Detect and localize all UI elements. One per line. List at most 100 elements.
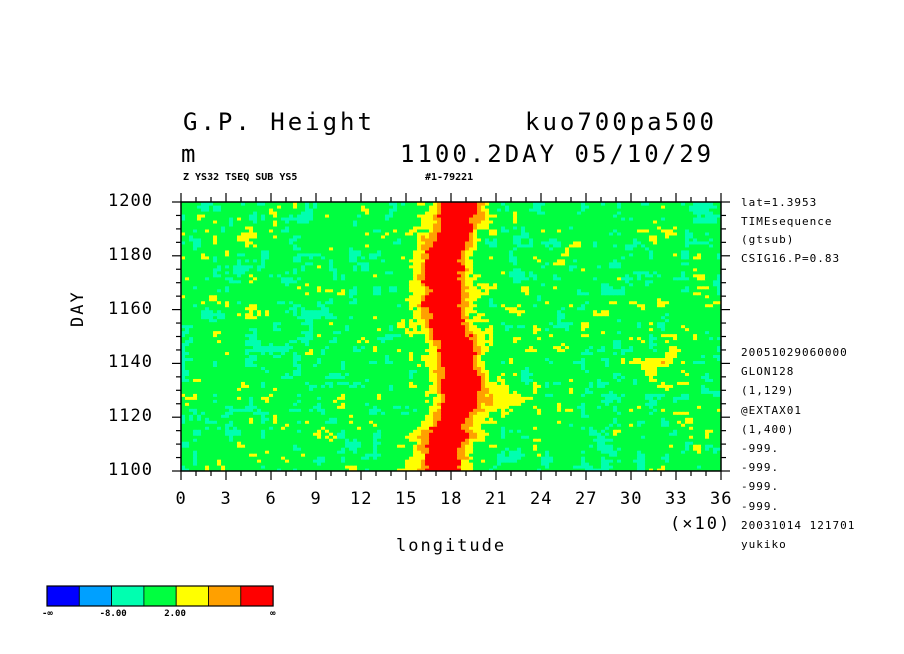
- heatmap-cell: [549, 465, 554, 469]
- heatmap-cell: [309, 417, 314, 421]
- heatmap-cell: [709, 417, 714, 421]
- heatmap-cell: [309, 459, 314, 463]
- heatmap-cell: [641, 399, 646, 403]
- heatmap-cell: [197, 405, 202, 409]
- heatmap-cell: [329, 408, 334, 412]
- heatmap-cell: [673, 417, 678, 421]
- heatmap-cell: [273, 423, 278, 427]
- heatmap-cell: [197, 450, 202, 454]
- heatmap-cell: [593, 438, 598, 442]
- heatmap-cell: [425, 435, 430, 439]
- heatmap-cell: [393, 420, 398, 424]
- heatmap-cell: [505, 465, 510, 469]
- heatmap-cell: [593, 462, 598, 466]
- heatmap-cell: [673, 420, 678, 424]
- heatmap-cell: [713, 405, 718, 409]
- heatmap-cell: [529, 450, 534, 454]
- heatmap-cell: [513, 465, 518, 469]
- heatmap-cell: [617, 414, 622, 418]
- heatmap-cell: [245, 468, 250, 471]
- heatmap-cell: [717, 447, 721, 451]
- heatmap-cell: [357, 468, 362, 471]
- heatmap-cell: [313, 462, 318, 466]
- heatmap-cell: [569, 384, 574, 388]
- heatmap-cell: [337, 396, 342, 400]
- heatmap-cell: [677, 408, 682, 412]
- heatmap-cell: [457, 405, 462, 409]
- heatmap-cell: [517, 414, 522, 418]
- heatmap-cell: [517, 426, 522, 430]
- heatmap-cell: [505, 420, 510, 424]
- heatmap-cell: [201, 453, 206, 457]
- heatmap-cell: [441, 417, 446, 421]
- heatmap-cell: [437, 423, 442, 427]
- heatmap-cell: [213, 459, 218, 463]
- heatmap-cell: [421, 465, 426, 469]
- heatmap-cell: [549, 420, 554, 424]
- heatmap-cell: [329, 384, 334, 388]
- heatmap-cell: [377, 444, 382, 448]
- heatmap-cell: [533, 447, 538, 451]
- heatmap-cell: [629, 396, 634, 400]
- heatmap-cell: [369, 426, 374, 430]
- heatmap-cell: [289, 408, 294, 412]
- heatmap-cell: [617, 462, 622, 466]
- heatmap-cell: [605, 450, 610, 454]
- heatmap-cell: [245, 465, 250, 469]
- heatmap-cell: [429, 432, 434, 436]
- heatmap-cell: [561, 408, 566, 412]
- heatmap-cell: [501, 468, 506, 471]
- heatmap-cell: [381, 453, 386, 457]
- heatmap-cell: [353, 423, 358, 427]
- heatmap-cell: [261, 435, 266, 439]
- heatmap-cell: [377, 456, 382, 460]
- heatmap-cell: [181, 447, 186, 451]
- heatmap-cell: [597, 387, 602, 391]
- heatmap-cell: [233, 399, 238, 403]
- heatmap-cell: [493, 456, 498, 460]
- heatmap-cell: [497, 468, 502, 471]
- heatmap-cell: [365, 465, 370, 469]
- heatmap-cell: [233, 402, 238, 406]
- heatmap-cell: [709, 393, 714, 397]
- heatmap-cell: [401, 429, 406, 433]
- heatmap-cell: [281, 429, 286, 433]
- heatmap-cell: [693, 450, 698, 454]
- heatmap-cell: [305, 393, 310, 397]
- heatmap-cell: [445, 417, 450, 421]
- heatmap-cell: [333, 414, 338, 418]
- heatmap-cell: [341, 384, 346, 388]
- heatmap-cell: [445, 426, 450, 430]
- heatmap-cell: [489, 384, 494, 388]
- heatmap-cell: [369, 387, 374, 391]
- heatmap-cell: [181, 444, 186, 448]
- heatmap-cell: [481, 462, 486, 466]
- heatmap-cell: [681, 468, 686, 471]
- heatmap-cell: [485, 450, 490, 454]
- heatmap-cell: [205, 450, 210, 454]
- heatmap-cell: [537, 429, 542, 433]
- heatmap-cell: [481, 393, 486, 397]
- heatmap-cell: [289, 438, 294, 442]
- heatmap-cell: [273, 390, 278, 394]
- heatmap-cell: [505, 426, 510, 430]
- heatmap-cell: [185, 393, 190, 397]
- heatmap-cell: [469, 432, 474, 436]
- heatmap-cell: [365, 417, 370, 421]
- heatmap-cell: [317, 447, 322, 451]
- heatmap-cell: [541, 438, 546, 442]
- heatmap-cell: [393, 459, 398, 463]
- heatmap-cell: [529, 468, 534, 471]
- heatmap-cell: [597, 462, 602, 466]
- heatmap-cell: [233, 417, 238, 421]
- heatmap-cell: [405, 462, 410, 466]
- heatmap-cell: [365, 462, 370, 466]
- heatmap-cell: [285, 387, 290, 391]
- heatmap-cell: [565, 405, 570, 409]
- heatmap-cell: [457, 438, 462, 442]
- heatmap-cell: [489, 450, 494, 454]
- heatmap-cell: [617, 402, 622, 406]
- heatmap-cell: [573, 444, 578, 448]
- heatmap-cell: [381, 468, 386, 471]
- heatmap-cell: [357, 393, 362, 397]
